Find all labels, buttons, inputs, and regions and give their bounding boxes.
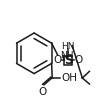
Text: O: O: [53, 55, 61, 65]
Text: O: O: [39, 87, 47, 97]
Text: NH: NH: [60, 51, 73, 60]
Text: OH: OH: [61, 73, 77, 83]
Text: O: O: [75, 55, 83, 65]
Text: HN: HN: [62, 42, 75, 51]
Bar: [64, 56, 72, 65]
Text: S: S: [64, 54, 73, 67]
